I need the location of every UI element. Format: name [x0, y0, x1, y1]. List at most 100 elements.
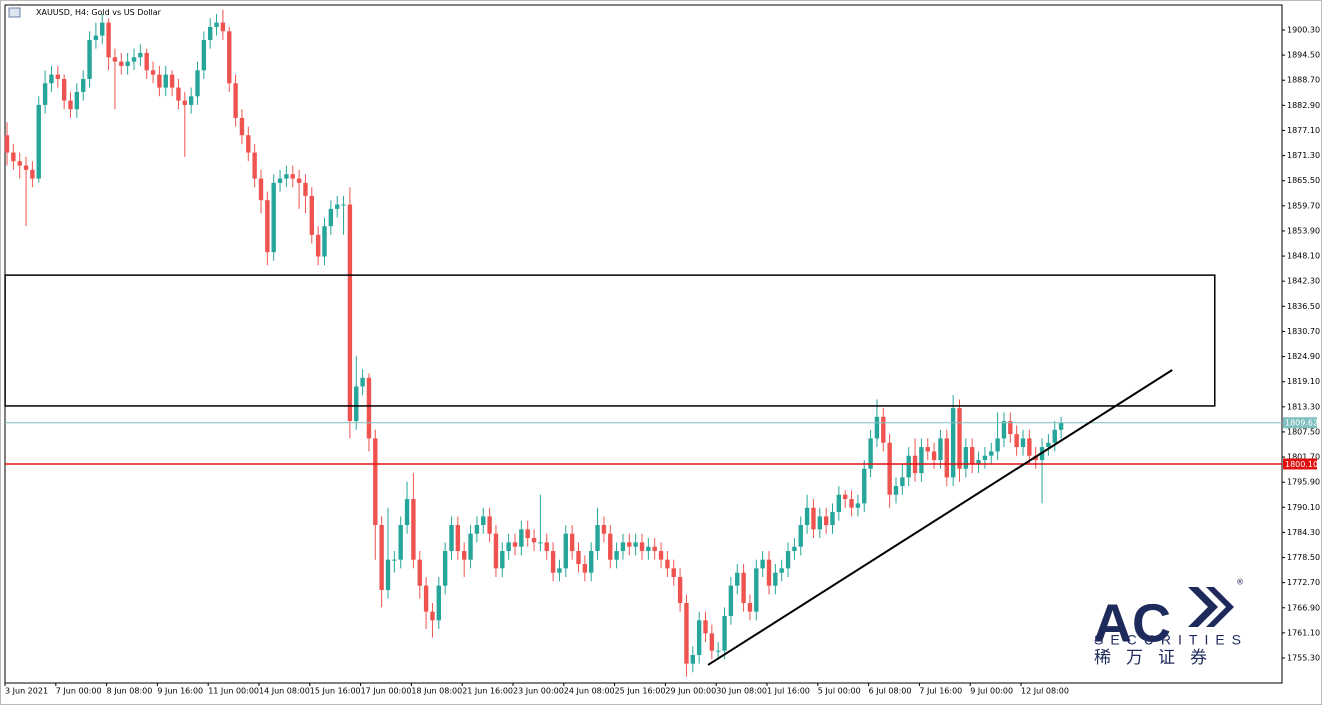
candle-body — [411, 499, 416, 560]
logo-brand: AC — [1093, 593, 1171, 653]
candle-body — [487, 516, 492, 534]
price-tag-label: 1809.62 — [1285, 419, 1318, 428]
candle-body — [576, 551, 581, 565]
candle-body — [798, 525, 803, 547]
candle-body — [785, 551, 791, 569]
candle-body — [309, 195, 314, 235]
candle-body — [1052, 429, 1057, 443]
y-tick-label: 1790.10 — [1287, 503, 1320, 512]
candle-body — [893, 486, 899, 495]
candle-body — [23, 165, 29, 170]
y-tick-label: 1807.50 — [1287, 427, 1320, 436]
x-tick-label: 24 Jun 08:00 — [564, 687, 615, 696]
x-tick-label: 14 Jun 08:00 — [259, 687, 310, 696]
candle-body — [550, 551, 556, 573]
logo-mark: ® — [1236, 578, 1244, 587]
candle-body — [360, 377, 365, 387]
candle-body — [557, 568, 562, 573]
x-tick-label: 5 Jul 00:00 — [818, 687, 861, 696]
candle-body — [506, 542, 511, 552]
candle-body — [493, 533, 499, 569]
candle-body — [938, 438, 943, 461]
x-tick-label: 23 Jun 00:00 — [513, 687, 564, 696]
x-tick-label: 21 Jun 16:00 — [462, 687, 513, 696]
candle-body — [639, 542, 645, 552]
candle-body — [423, 585, 429, 612]
candle-body — [468, 533, 473, 560]
price-tag — [1283, 458, 1317, 470]
candle-body — [868, 438, 873, 469]
candle-body — [81, 78, 86, 92]
candle-body — [582, 564, 588, 573]
candle-body — [455, 525, 461, 552]
candle-body — [61, 78, 67, 101]
candle-body — [754, 568, 759, 612]
candle-body — [322, 226, 327, 257]
candle-body — [887, 442, 892, 495]
y-tick-label: 1824.90 — [1287, 352, 1320, 361]
candle-body — [633, 542, 638, 547]
candle-body — [919, 447, 924, 474]
candle-body — [716, 650, 721, 652]
candle-body — [601, 525, 607, 534]
candle-body — [608, 533, 613, 560]
candle-body — [68, 100, 73, 110]
candle-body — [55, 74, 60, 79]
x-tick-label: 7 Jun 00:00 — [56, 687, 102, 696]
y-tick-label: 1772.70 — [1287, 578, 1320, 587]
candle-body — [855, 503, 861, 508]
x-tick-label: 9 Jun 16:00 — [157, 687, 203, 696]
candle-body — [925, 447, 930, 452]
zone-rectangle — [4, 274, 1216, 407]
symbol-icon — [8, 7, 21, 18]
candle-body — [195, 70, 200, 97]
candle-body — [112, 57, 118, 62]
candle-body — [449, 525, 454, 552]
candle-body — [150, 70, 156, 75]
candle-body — [684, 603, 689, 664]
y-tick-label: 1819.10 — [1287, 377, 1320, 386]
candle-body — [862, 468, 867, 504]
candle-body — [569, 533, 575, 552]
logo-chinese: 稀万证券 — [1094, 648, 1222, 668]
candle-body — [430, 611, 435, 621]
candle-body — [347, 204, 353, 422]
candle-body — [1001, 421, 1007, 439]
candle-body — [42, 83, 48, 105]
candle-body — [138, 52, 143, 58]
candle-body — [595, 525, 600, 552]
candle-body — [538, 542, 543, 544]
candle-body — [100, 22, 105, 36]
x-tick-label: 15 Jun 16:00 — [310, 687, 361, 696]
y-tick-label: 1784.30 — [1287, 528, 1320, 537]
candle-body — [525, 529, 530, 539]
y-tick-label: 1877.10 — [1287, 126, 1320, 135]
candle-body — [982, 455, 988, 461]
candle-body — [341, 204, 346, 206]
y-tick-label: 1865.50 — [1287, 176, 1320, 185]
candle-body — [944, 438, 949, 478]
candle-body — [182, 100, 187, 105]
candle-body — [246, 135, 251, 153]
candle-body — [779, 568, 784, 573]
candle-body — [4, 135, 10, 153]
candle-body — [379, 525, 384, 591]
candle-body — [646, 546, 651, 552]
chart-title: XAUUSD, H4: Gold vs US Dollar — [36, 8, 162, 17]
candle-body — [703, 620, 708, 634]
candle-body — [741, 572, 746, 604]
candle-body — [366, 377, 372, 439]
candle-body — [735, 572, 740, 586]
candle-body — [284, 174, 289, 179]
candle-body — [500, 551, 505, 569]
x-tick-label: 7 Jul 16:00 — [919, 687, 962, 696]
y-tick-label: 1795.90 — [1287, 478, 1320, 487]
candle-body — [436, 585, 441, 621]
y-tick-label: 1882.90 — [1287, 101, 1320, 110]
plot-frame — [4, 4, 1283, 684]
candle-body — [335, 204, 340, 209]
candle-body — [957, 408, 962, 469]
candle-body — [792, 546, 797, 552]
candle-body — [30, 169, 35, 179]
